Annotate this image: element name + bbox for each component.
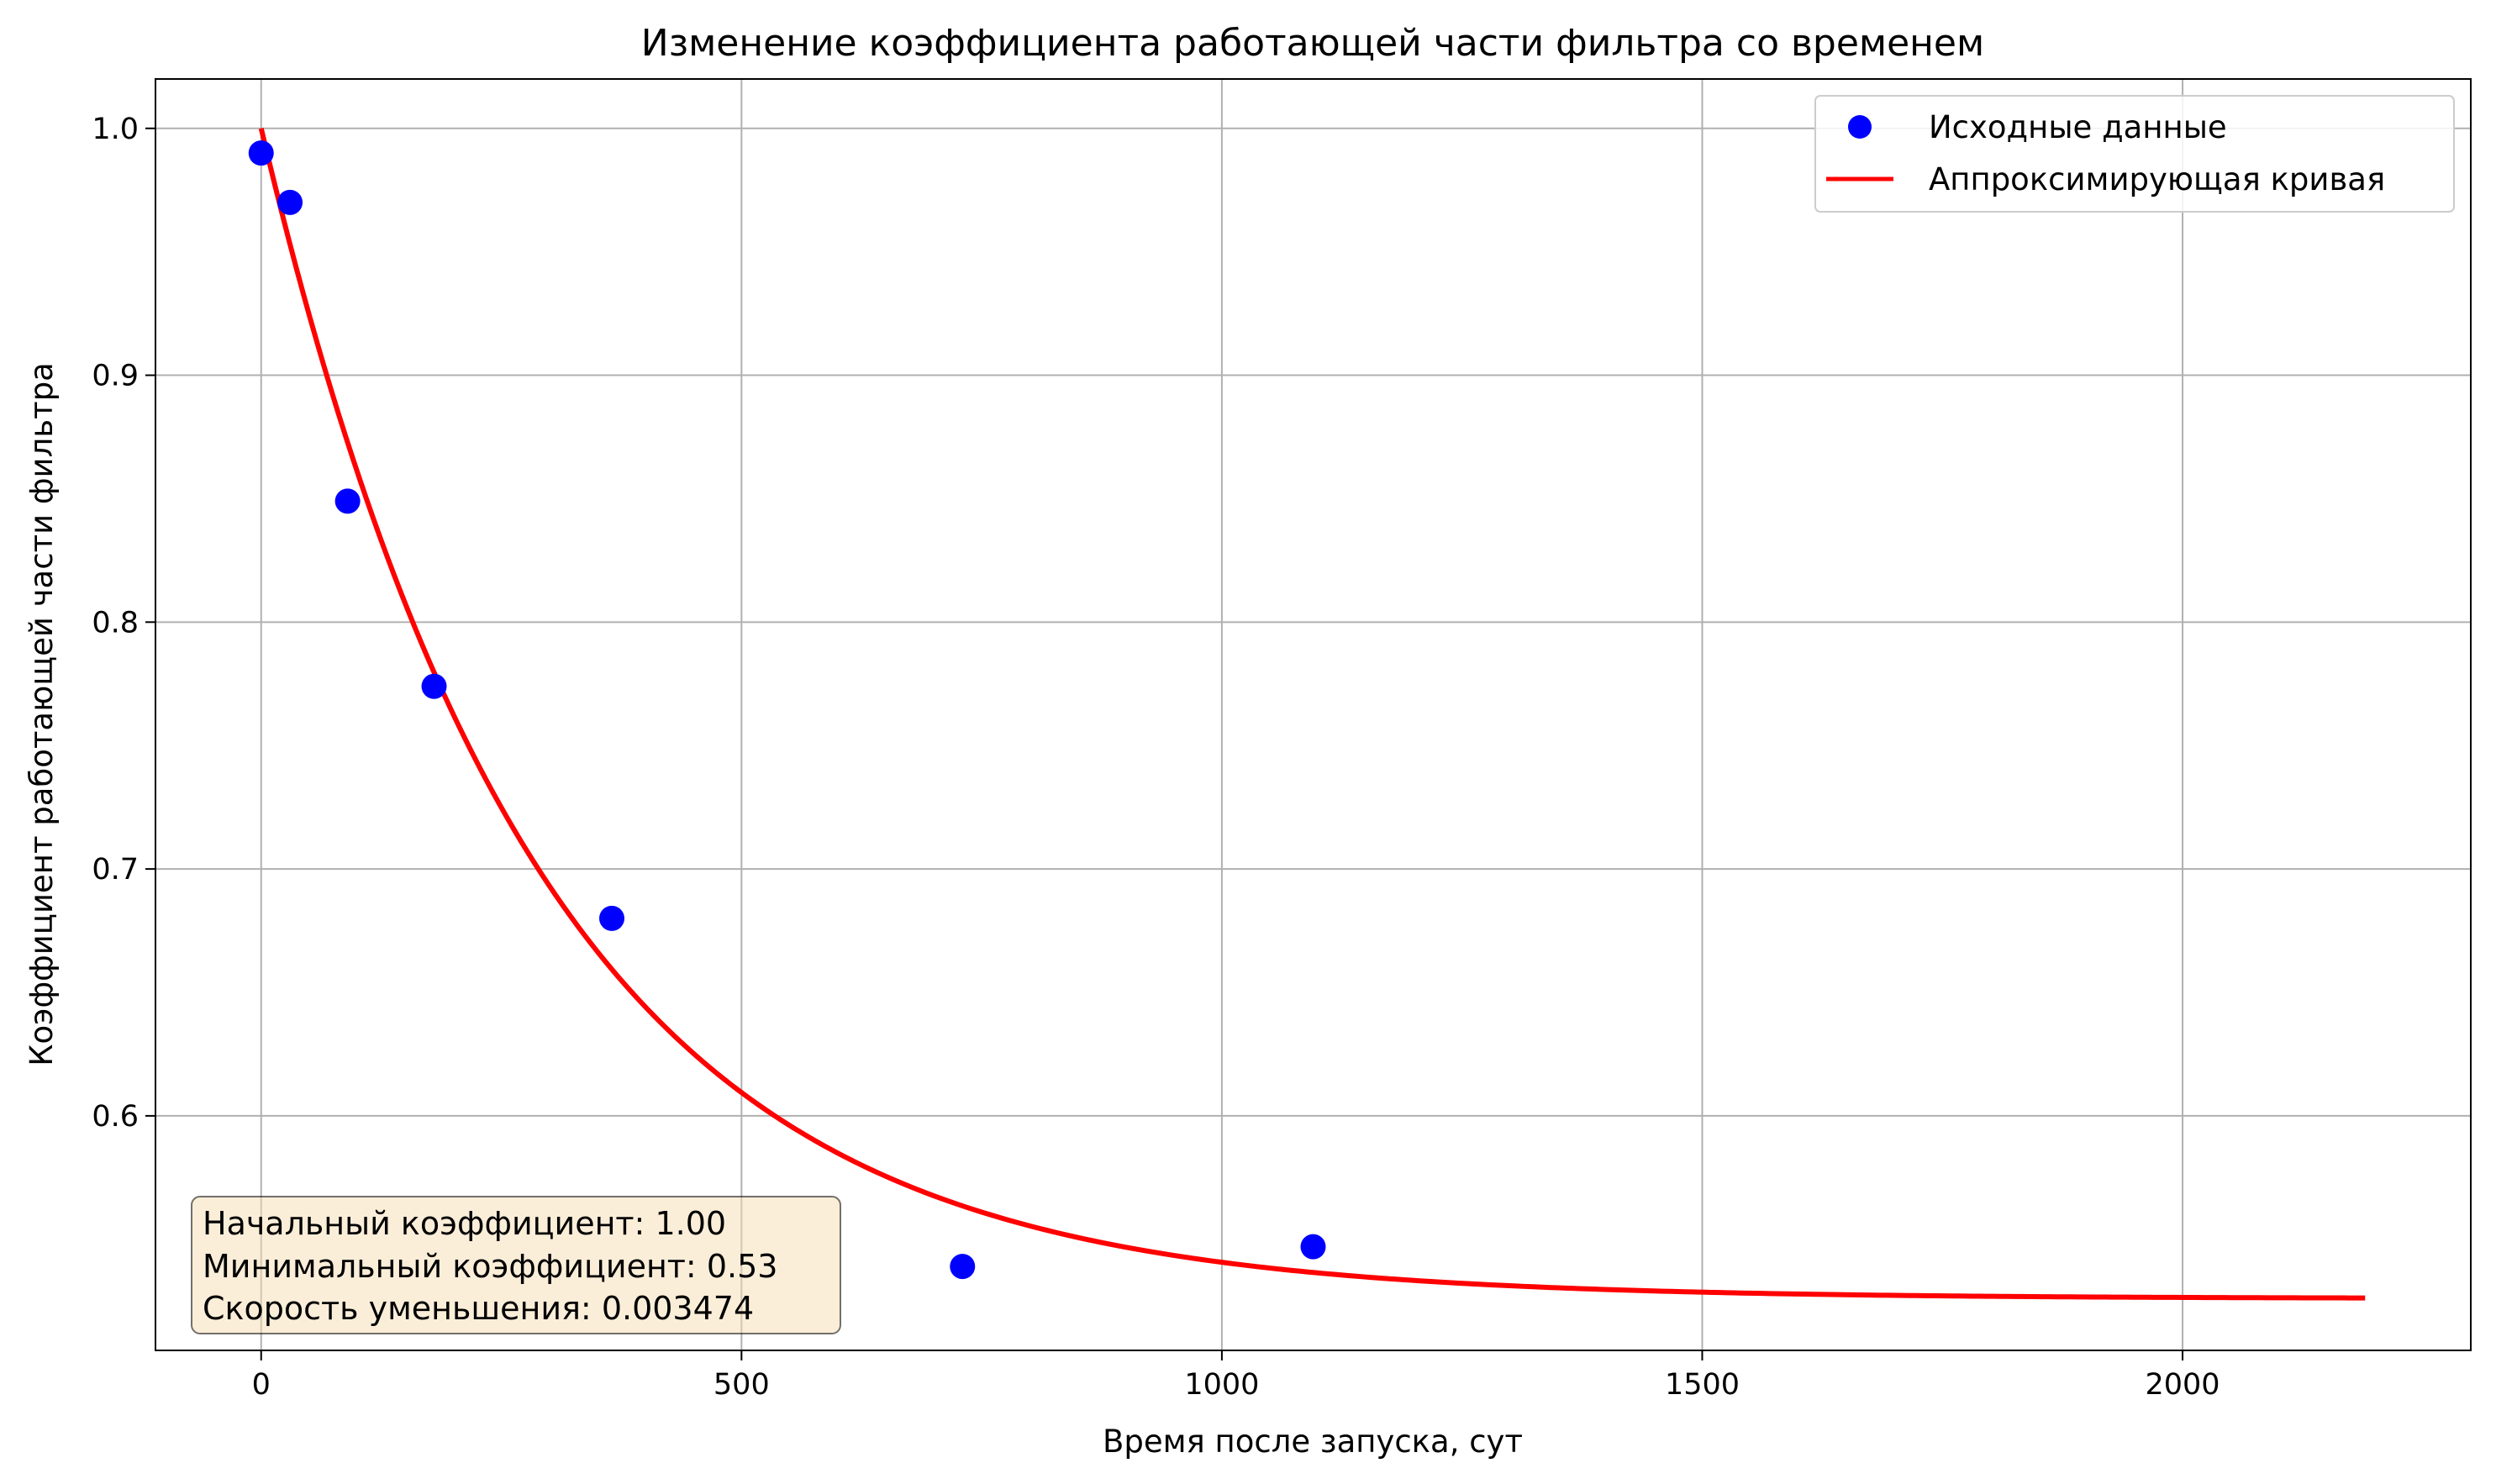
x-tick-label: 0 xyxy=(252,1368,271,1402)
legend-item-line: Аппроксимирующая кривая xyxy=(1929,161,2385,197)
info-decay-rate: Скорость уменьшения: 0.003474 xyxy=(203,1290,754,1327)
y-tick-label: 0.7 xyxy=(92,853,139,887)
y-axis-label: Коэффициент работающей части фильтра xyxy=(24,362,60,1066)
legend: Исходные данные Аппроксимирующая кривая xyxy=(1814,95,2455,213)
data-point xyxy=(950,1254,976,1280)
data-point xyxy=(1300,1234,1326,1260)
y-tick-label: 0.9 xyxy=(92,360,139,393)
x-axis-label: Время после запуска, сут xyxy=(1103,1423,1523,1460)
data-point xyxy=(421,673,447,699)
data-point xyxy=(334,488,361,514)
ticks: 0 500 1000 1500 2000 0.6 0.7 0.8 0.9 1.0 xyxy=(92,113,2220,1402)
legend-scatter-marker xyxy=(1848,115,1872,139)
x-tick-label: 500 xyxy=(714,1368,770,1402)
y-tick-label: 0.6 xyxy=(92,1100,139,1134)
x-tick-label: 1500 xyxy=(1665,1368,1740,1402)
data-point xyxy=(248,140,274,166)
y-tick-label: 1.0 xyxy=(92,113,139,146)
points-layer xyxy=(248,140,1326,1280)
data-point xyxy=(598,905,624,931)
y-tick-label: 0.8 xyxy=(92,606,139,639)
x-tick-label: 2000 xyxy=(2146,1368,2220,1402)
chart-title: Изменение коэффициента работающей части … xyxy=(641,22,1984,65)
info-minimal-coefficient: Минимальный коэффициент: 0.53 xyxy=(203,1248,777,1285)
curve-layer xyxy=(258,128,2366,1301)
info-initial-coefficient: Начальный коэффициент: 1.00 xyxy=(203,1205,726,1242)
data-point xyxy=(277,189,303,215)
legend-item-scatter: Исходные данные xyxy=(1929,109,2227,145)
info-box: Начальный коэффициент: 1.00 Минимальный … xyxy=(191,1196,841,1334)
x-tick-label: 1000 xyxy=(1184,1368,1259,1402)
plot-frame xyxy=(155,78,2472,1351)
info-box-background xyxy=(191,1196,841,1334)
legend-box xyxy=(1814,95,2455,213)
fitted-curve xyxy=(258,128,2366,1301)
